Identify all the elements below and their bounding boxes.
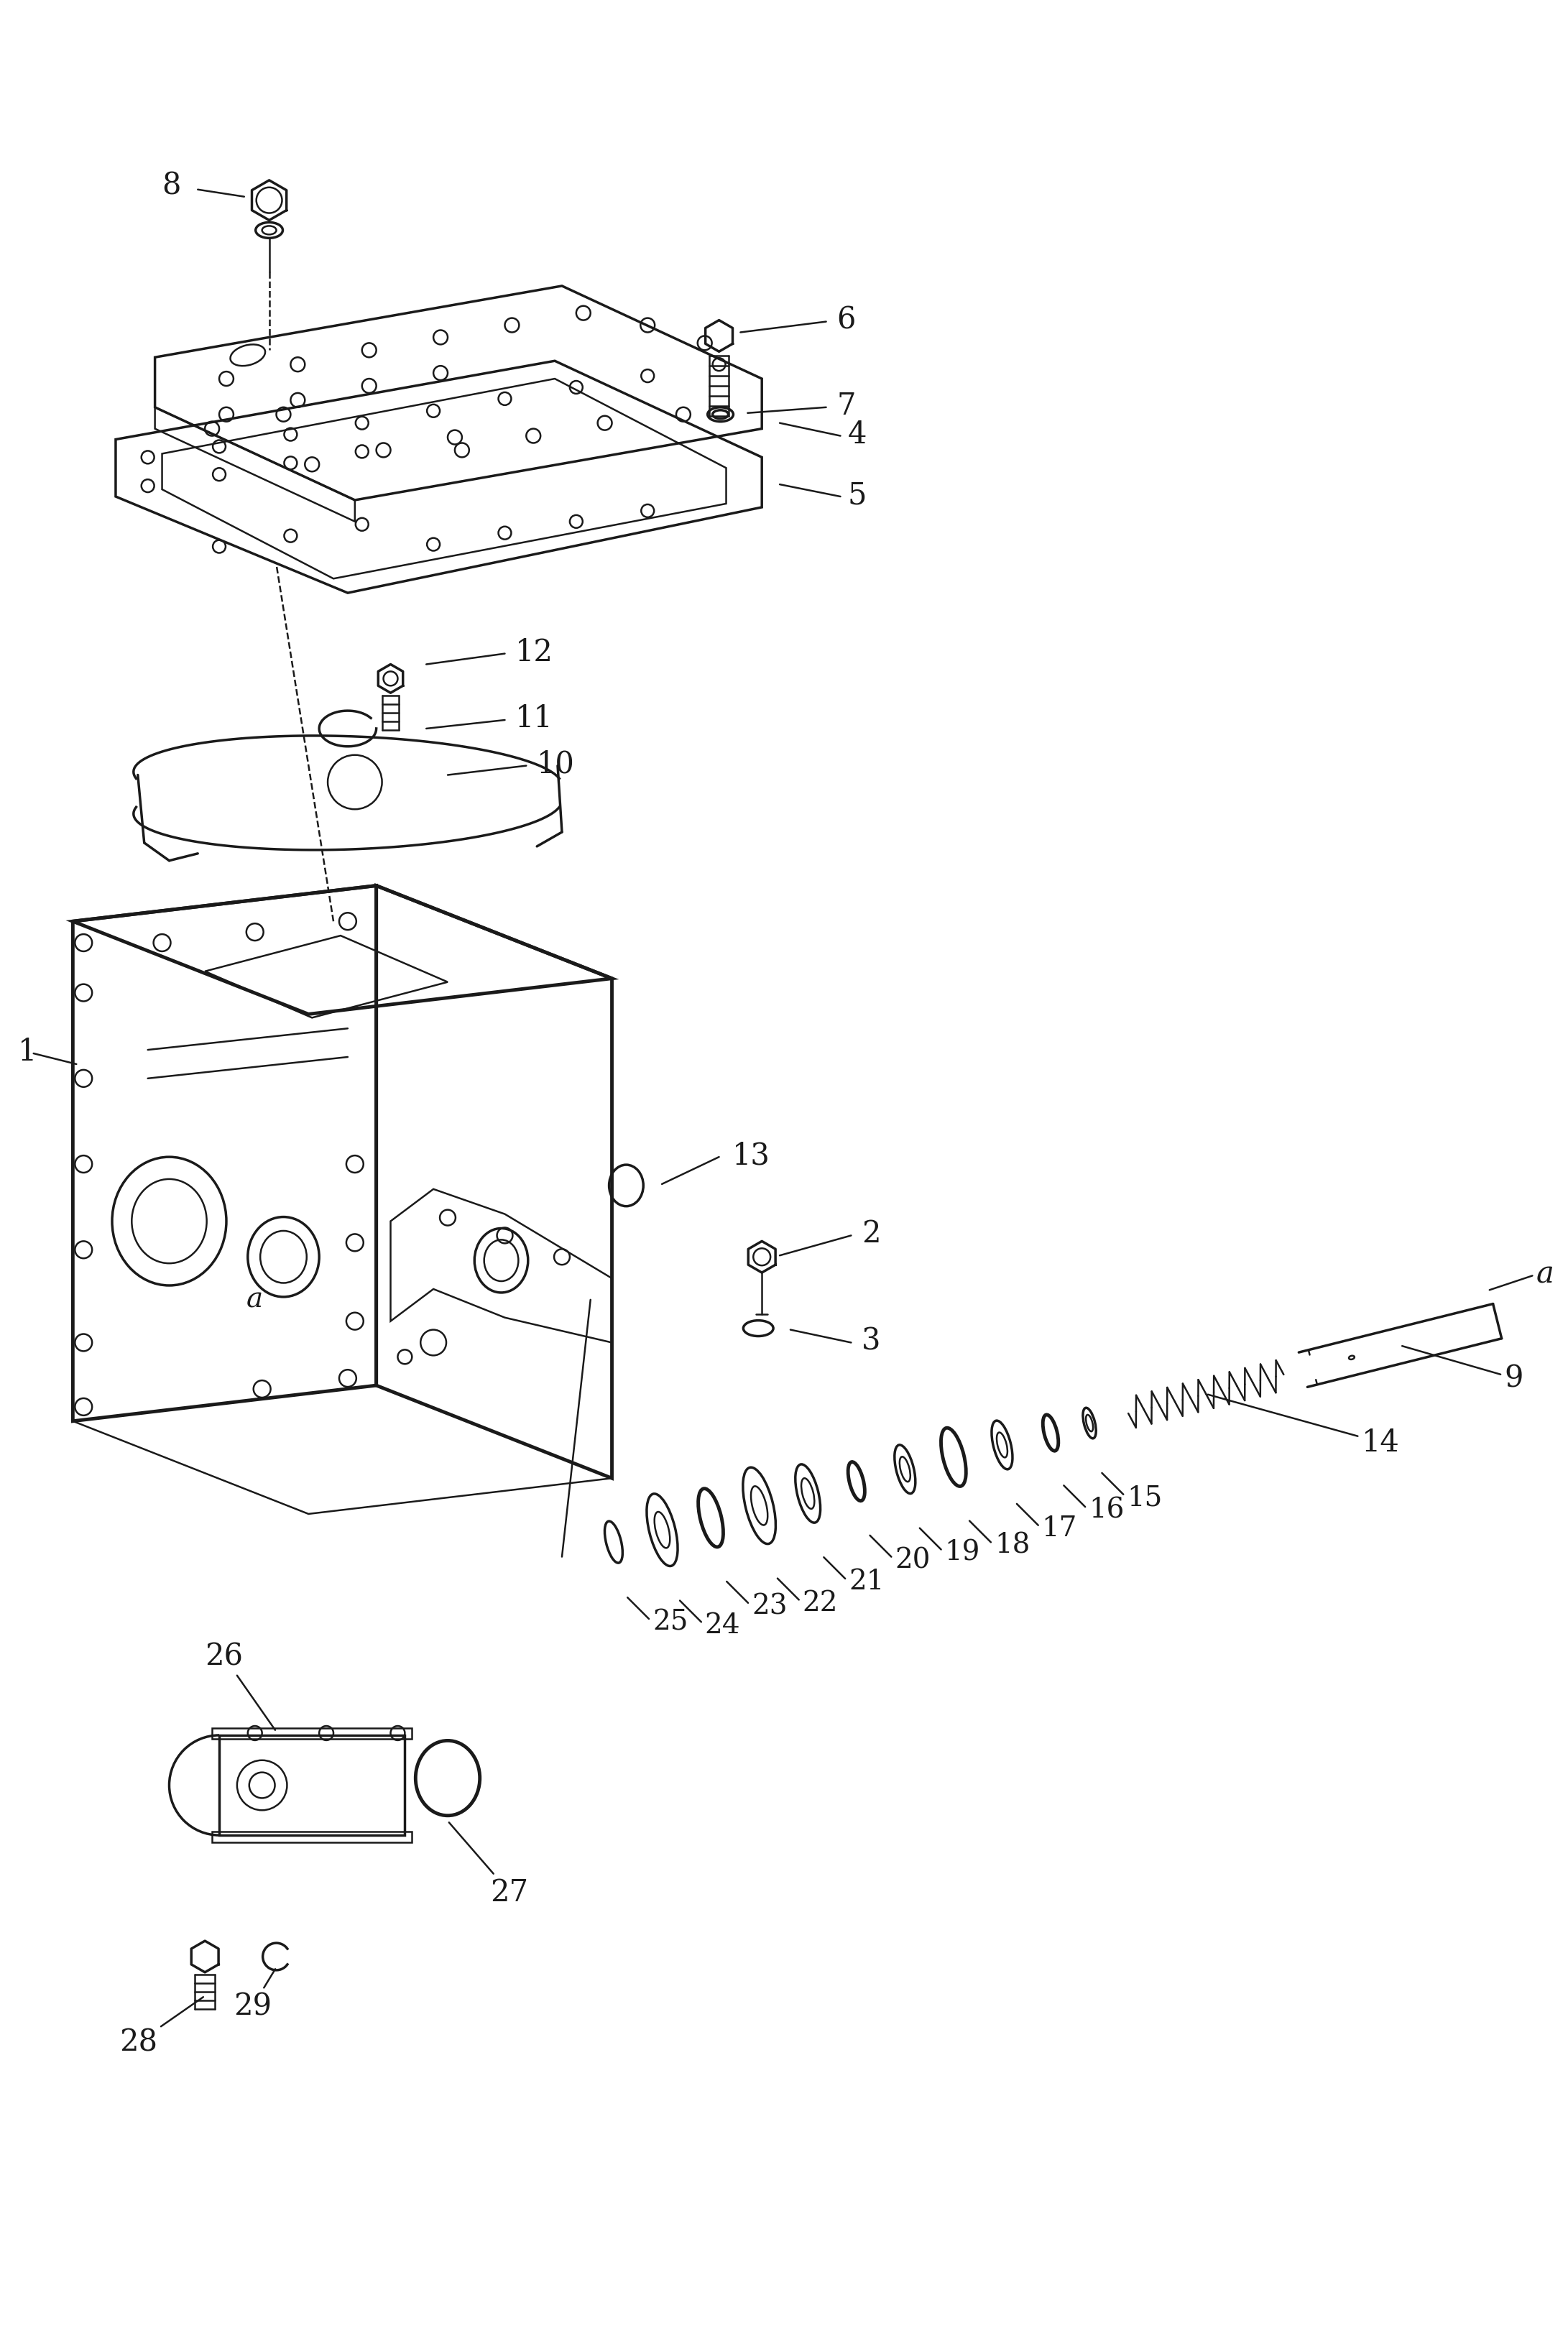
Text: 26: 26 (205, 1641, 274, 1730)
Text: 4: 4 (848, 419, 867, 449)
Text: 18: 18 (994, 1533, 1030, 1559)
Text: 8: 8 (162, 171, 180, 201)
Text: 6: 6 (837, 304, 856, 335)
Text: 11: 11 (516, 705, 554, 733)
Text: 10: 10 (536, 749, 575, 780)
Text: 20: 20 (895, 1547, 930, 1573)
Text: 29: 29 (234, 1969, 276, 2023)
Text: 22: 22 (803, 1590, 837, 1618)
Text: 9: 9 (1402, 1346, 1524, 1393)
Text: 2: 2 (862, 1220, 881, 1250)
Text: 17: 17 (1041, 1515, 1077, 1543)
Text: 1: 1 (17, 1037, 36, 1067)
Text: 23: 23 (751, 1594, 787, 1620)
Text: 5: 5 (848, 480, 867, 510)
Text: a: a (1537, 1259, 1554, 1290)
Text: 25: 25 (652, 1608, 688, 1636)
Text: 14: 14 (1207, 1395, 1400, 1458)
Text: a: a (246, 1288, 263, 1313)
Text: 7: 7 (837, 391, 856, 421)
Text: 27: 27 (448, 1821, 528, 1908)
Text: 28: 28 (119, 1997, 204, 2058)
Text: 13: 13 (732, 1140, 770, 1170)
Text: 21: 21 (848, 1568, 884, 1597)
Text: 19: 19 (944, 1540, 980, 1566)
Text: 16: 16 (1088, 1498, 1124, 1524)
Text: 3: 3 (862, 1325, 881, 1355)
Text: 12: 12 (516, 637, 554, 667)
Text: 24: 24 (706, 1613, 740, 1639)
Text: 15: 15 (1127, 1484, 1162, 1512)
